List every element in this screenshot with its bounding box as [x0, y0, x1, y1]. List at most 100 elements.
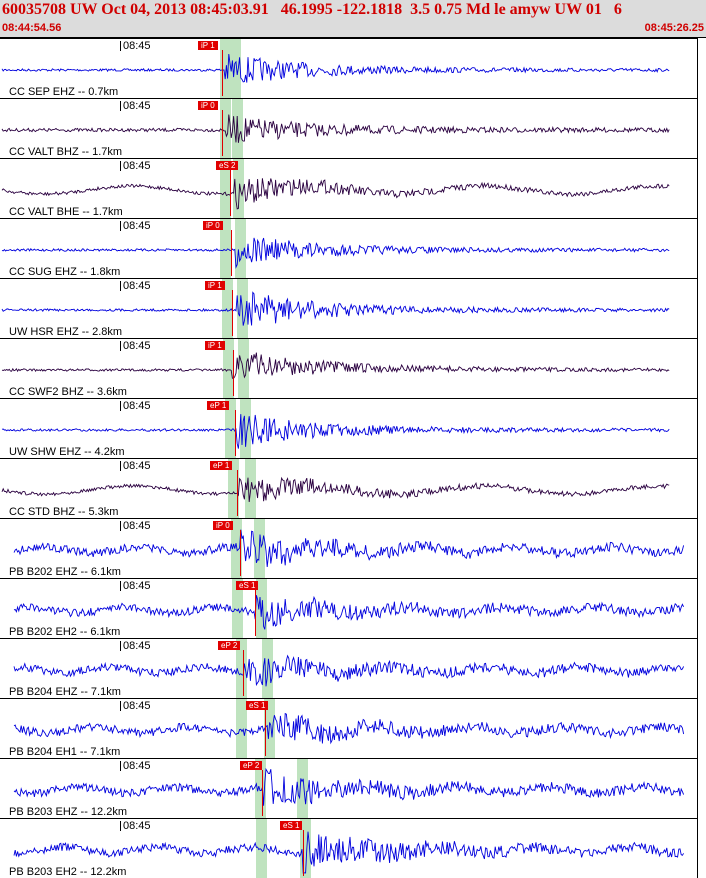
seismogram-panel[interactable]: 08:45 iP 0 PB B202 EHZ -- 6.1km [0, 518, 697, 578]
waveform-path [1, 53, 670, 83]
station-label: CC SUG EHZ -- 1.8km [9, 266, 121, 278]
phase-pick-line[interactable] [233, 350, 234, 396]
phase-pick-line[interactable] [265, 710, 266, 756]
phase-pick-label[interactable]: iP 1 [198, 41, 218, 50]
phase-pick-line[interactable] [237, 470, 238, 516]
seismogram-panel[interactable]: 08:45 iP 1 CC SWF2 BHZ -- 3.6km [0, 338, 697, 398]
seismogram-panel[interactable]: 08:45 iP 0 CC SUG EHZ -- 1.8km [0, 218, 697, 278]
p-window-band [232, 579, 243, 638]
time-tick-mark [120, 641, 121, 651]
station-label: CC STD BHZ -- 5.3km [9, 506, 119, 518]
s-window-band [238, 339, 249, 398]
phase-pick-line[interactable] [235, 410, 236, 456]
phase-pick-label[interactable]: eS 2 [216, 161, 239, 170]
phase-pick-line[interactable] [243, 650, 244, 696]
event-header: 60035708 UW Oct 04, 2013 08:45:03.91 46.… [0, 0, 706, 38]
time-tick-label: 08:45 [123, 520, 151, 532]
s-window-band [240, 399, 251, 458]
phase-pick-label[interactable]: iP 0 [203, 221, 223, 230]
phase-pick-line[interactable] [231, 230, 232, 276]
event-title: 60035708 UW Oct 04, 2013 08:45:03.91 46.… [2, 1, 622, 18]
time-tick-label: 08:45 [123, 700, 151, 712]
p-window-band [220, 219, 231, 278]
phase-pick-line[interactable] [222, 110, 223, 156]
seismogram-panel[interactable]: 08:45 iP 0 CC VALT BHZ -- 1.7km [0, 98, 697, 158]
time-tick-label: 08:45 [123, 280, 151, 292]
time-tick-label: 08:45 [123, 760, 151, 772]
time-tick-mark [120, 521, 121, 531]
seismogram-panel[interactable]: 08:45 iP 1 UW HSR EHZ -- 2.8km [0, 278, 697, 338]
phase-pick-label[interactable]: eP 1 [207, 401, 230, 410]
seismogram-panel[interactable]: 08:45 eS 2 CC VALT BHE -- 1.7km [0, 158, 697, 218]
p-window-band [256, 819, 267, 878]
p-window-band [255, 759, 266, 818]
s-window-band [233, 159, 244, 218]
station-label: CC VALT BHZ -- 1.7km [9, 146, 123, 158]
phase-pick-label[interactable]: eP 1 [210, 461, 233, 470]
window-end-time: 08:45:26.25 [644, 22, 704, 34]
phase-pick-label[interactable]: iP 0 [213, 521, 233, 530]
phase-pick-line[interactable] [262, 770, 263, 816]
waveform-trace [1, 53, 670, 83]
seismogram-panel[interactable]: 08:45 eP 2 PB B203 EHZ -- 12.2km [0, 758, 697, 818]
waveform-path [1, 114, 670, 143]
time-tick-label: 08:45 [123, 340, 151, 352]
p-window-band [228, 459, 239, 518]
seismogram-panel[interactable]: 08:45 eS 1 PB B204 EH1 -- 7.1km [0, 698, 697, 758]
seismogram-panel[interactable]: 08:45 eP 1 UW SHW EHZ -- 4.2km [0, 398, 697, 458]
right-border [697, 38, 698, 878]
time-tick-label: 08:45 [123, 160, 151, 172]
waveform-trace [1, 237, 670, 269]
phase-pick-label[interactable]: iP 1 [205, 281, 225, 290]
time-tick-mark [120, 581, 121, 591]
time-tick-mark [120, 761, 121, 771]
time-tick-label: 08:45 [123, 100, 151, 112]
waveform-path [1, 414, 670, 449]
waveform-path [1, 178, 670, 210]
time-tick-label: 08:45 [123, 220, 151, 232]
time-tick-label: 08:45 [123, 640, 151, 652]
phase-pick-label[interactable]: eS 1 [280, 821, 303, 830]
station-label: CC SEP EHZ -- 0.7km [9, 86, 119, 98]
phase-pick-line[interactable] [230, 170, 231, 216]
phase-pick-label[interactable]: iP 1 [205, 341, 225, 350]
p-window-band [223, 339, 234, 398]
waveform-trace [13, 595, 685, 630]
seismogram-panel[interactable]: 08:45 eS 1 PB B202 EH2 -- 6.1km [0, 578, 697, 638]
phase-pick-line[interactable] [303, 830, 304, 876]
phase-pick-line[interactable] [240, 530, 241, 576]
seismogram-panel[interactable]: 08:45 eP 2 PB B204 EHZ -- 7.1km [0, 638, 697, 698]
waveform-trace [1, 114, 670, 143]
station-label: PB B203 EH2 -- 12.2km [9, 866, 127, 878]
seismogram-panel[interactable]: 08:45 eP 1 CC STD BHZ -- 5.3km [0, 458, 697, 518]
waveform-trace [13, 529, 685, 568]
seismogram-panel[interactable]: 08:45 iP 1 CC SEP EHZ -- 0.7km [0, 38, 697, 98]
station-label: PB B202 EHZ -- 6.1km [9, 566, 121, 578]
station-label: PB B204 EH1 -- 7.1km [9, 746, 121, 758]
phase-pick-line[interactable] [255, 590, 256, 636]
station-label: CC SWF2 BHZ -- 3.6km [9, 386, 127, 398]
station-label: UW SHW EHZ -- 4.2km [9, 446, 125, 458]
p-window-band [222, 279, 233, 338]
p-window-band [236, 639, 247, 698]
window-start-time: 08:44:54.56 [2, 22, 62, 34]
p-window-band [220, 159, 231, 218]
time-tick-label: 08:45 [123, 820, 151, 832]
p-window-band [220, 99, 231, 158]
phase-pick-label[interactable]: iP 0 [198, 101, 218, 110]
seismogram-panel[interactable]: 08:45 eS 1 PB B203 EH2 -- 12.2km [0, 818, 697, 878]
phase-pick-line[interactable] [222, 50, 223, 96]
time-tick-mark [120, 701, 121, 711]
waveform-path [1, 352, 670, 379]
time-tick-mark [120, 41, 121, 51]
phase-pick-line[interactable] [232, 290, 233, 336]
phase-pick-label[interactable]: eP 2 [240, 761, 263, 770]
waveform-trace [13, 831, 684, 874]
time-tick-label: 08:45 [123, 40, 151, 52]
phase-pick-label[interactable]: eP 2 [218, 641, 241, 650]
phase-pick-label[interactable]: eS 1 [236, 581, 259, 590]
p-window-band [225, 399, 236, 458]
phase-pick-label[interactable]: eS 1 [246, 701, 269, 710]
waveform-trace [1, 414, 670, 449]
s-window-band [235, 219, 246, 278]
